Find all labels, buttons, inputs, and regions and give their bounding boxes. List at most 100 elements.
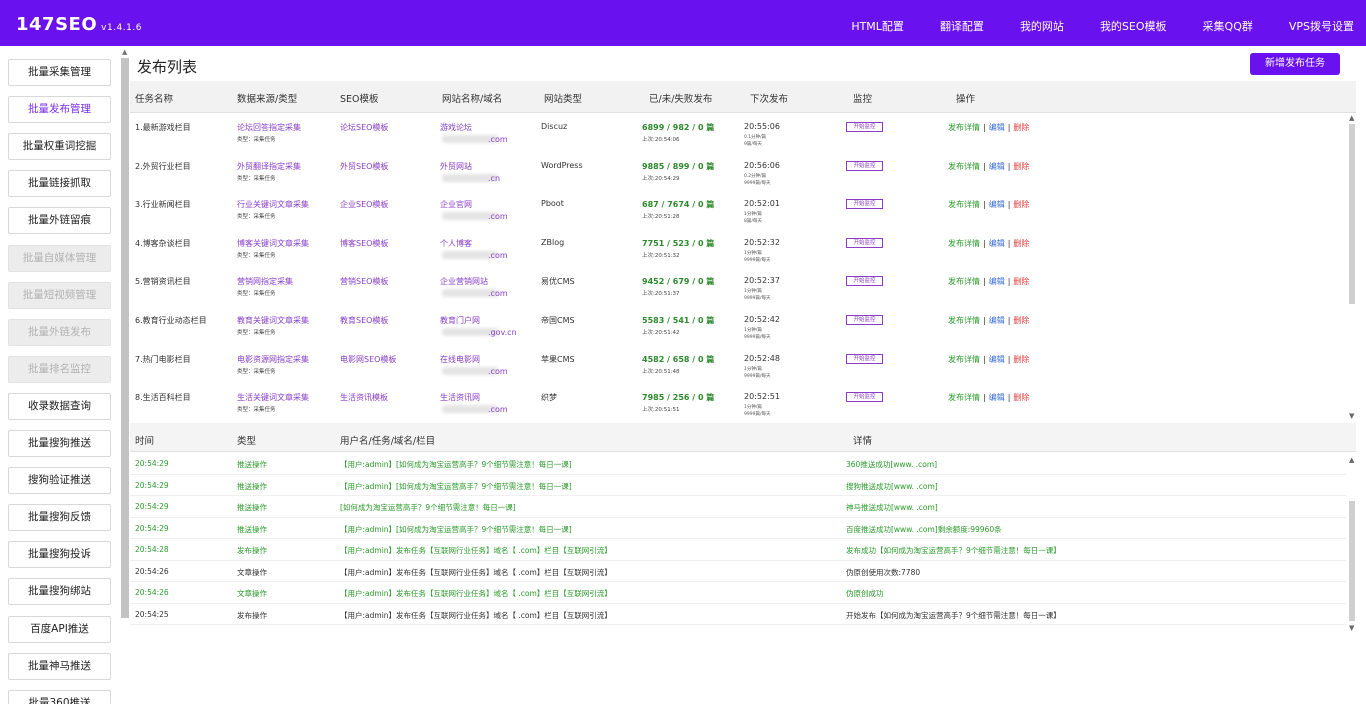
start-monitor-button[interactable]: 开始监控 — [846, 199, 883, 210]
edit-link[interactable]: 编辑 — [988, 277, 1005, 287]
publish-detail-link[interactable]: 发布详情 — [948, 238, 980, 248]
edit-link[interactable]: 编辑 — [988, 161, 1005, 171]
add-publish-task-button[interactable]: 新增发布任务 — [1250, 53, 1340, 75]
delete-link[interactable]: 删除 — [1013, 161, 1030, 171]
sidebar-item[interactable]: 批量360推送 — [8, 689, 111, 704]
edit-link[interactable]: 编辑 — [988, 200, 1005, 210]
sidebar-item[interactable]: 批量权重词挖掘 — [8, 133, 111, 161]
seo-template-link[interactable]: 电影网SEO模板 — [340, 354, 397, 364]
next-publish-time: 20:52:42 — [744, 315, 780, 324]
seo-template-link[interactable]: 外贸SEO模板 — [340, 161, 389, 171]
action-separator: | — [983, 316, 986, 325]
delete-link[interactable]: 删除 — [1013, 277, 1030, 287]
nav-qq-group[interactable]: 采集QQ群 — [1202, 20, 1253, 33]
data-source-link[interactable]: 论坛回答指定采集 — [237, 123, 301, 132]
site-domain[interactable]: .gov.cn — [488, 328, 517, 337]
delete-link[interactable]: 删除 — [1013, 393, 1030, 403]
site-domain[interactable]: .com — [488, 405, 508, 415]
seo-template-link[interactable]: 企业SEO模板 — [340, 200, 389, 210]
publish-daily-limit: 9999篇/每天 — [744, 412, 771, 418]
site-domain[interactable]: .com — [488, 250, 508, 260]
table-scroll-up-icon[interactable]: ▲ — [1349, 114, 1355, 122]
sidebar-item[interactable]: 搜狗验证推送 — [8, 467, 111, 495]
data-source-link[interactable]: 外贸翻译指定采集 — [237, 161, 301, 171]
delete-link[interactable]: 删除 — [1013, 200, 1030, 210]
publish-detail-link[interactable]: 发布详情 — [948, 123, 980, 132]
start-monitor-button[interactable]: 开始监控 — [846, 392, 883, 403]
delete-link[interactable]: 删除 — [1013, 354, 1030, 364]
sidebar-scroll-up-icon[interactable]: ▲ — [122, 48, 128, 56]
edit-link[interactable]: 编辑 — [988, 123, 1005, 132]
publish-detail-link[interactable]: 发布详情 — [948, 161, 980, 171]
publish-counts: 9885 / 899 / 0 篇 — [642, 161, 715, 171]
site-domain[interactable]: .com — [488, 212, 508, 222]
edit-link[interactable]: 编辑 — [988, 354, 1005, 364]
delete-link[interactable]: 删除 — [1013, 316, 1030, 325]
sidebar-item[interactable]: 批量搜狗反馈 — [8, 504, 111, 532]
edit-link[interactable]: 编辑 — [988, 393, 1005, 403]
site-domain[interactable]: .com — [488, 289, 508, 299]
site-domain[interactable]: .cn — [488, 173, 501, 183]
site-name-link[interactable]: 企业营销网站 — [440, 277, 488, 287]
sidebar-item[interactable]: 百度API推送 — [8, 615, 111, 643]
sidebar-item[interactable]: 批量神马推送 — [8, 652, 111, 680]
start-monitor-button[interactable]: 开始监控 — [846, 353, 883, 364]
seo-template-link[interactable]: 生活资讯模板 — [340, 393, 388, 403]
edit-link[interactable]: 编辑 — [988, 316, 1005, 325]
start-monitor-button[interactable]: 开始监控 — [846, 315, 883, 325]
sidebar-item[interactable]: 批量搜狗绑站 — [8, 578, 111, 606]
seo-template-link[interactable]: 营销SEO模板 — [340, 277, 389, 287]
data-source-link[interactable]: 博客关键词文章采集 — [237, 238, 309, 248]
site-name-link[interactable]: 生活资讯网 — [440, 393, 480, 403]
seo-template-link[interactable]: 论坛SEO模板 — [340, 123, 389, 132]
data-source-link[interactable]: 教育关键词文章采集 — [237, 316, 309, 325]
delete-link[interactable]: 删除 — [1013, 123, 1030, 132]
data-source-link[interactable]: 生活关键词文章采集 — [237, 393, 309, 403]
seo-template-link[interactable]: 教育SEO模板 — [340, 316, 389, 325]
sidebar-item[interactable]: 批量搜狗推送 — [8, 430, 111, 457]
data-source-link[interactable]: 营销网指定采集 — [237, 277, 293, 287]
sidebar-item[interactable]: 批量采集管理 — [8, 59, 111, 86]
sidebar-item[interactable]: 批量外链留痕 — [8, 207, 111, 235]
site-name-link[interactable]: 游戏论坛 — [440, 123, 472, 132]
log-scroll-up-icon[interactable]: ▲ — [1349, 456, 1355, 464]
site-name-link[interactable]: 教育门户网 — [440, 316, 480, 325]
site-domain[interactable]: .com — [488, 366, 508, 376]
sidebar-item[interactable]: 收录数据查询 — [8, 392, 111, 420]
start-monitor-button[interactable]: 开始监控 — [846, 160, 883, 171]
seo-template-link[interactable]: 博客SEO模板 — [340, 238, 389, 248]
nav-my-seo-templates[interactable]: 我的SEO模板 — [1099, 20, 1167, 33]
publish-detail-link[interactable]: 发布详情 — [948, 354, 980, 364]
nav-translate-config[interactable]: 翻译配置 — [939, 20, 984, 33]
start-monitor-button[interactable]: 开始监控 — [846, 122, 883, 132]
publish-detail-link[interactable]: 发布详情 — [948, 393, 980, 403]
nav-html-config[interactable]: HTML配置 — [851, 20, 904, 33]
sidebar-item[interactable]: 批量发布管理 — [8, 96, 111, 124]
start-monitor-button[interactable]: 开始监控 — [846, 237, 883, 248]
publish-detail-link[interactable]: 发布详情 — [948, 200, 980, 210]
col-site-type: 网站类型 — [544, 94, 583, 105]
nav-my-sites[interactable]: 我的网站 — [1019, 20, 1064, 33]
publish-detail-link[interactable]: 发布详情 — [948, 316, 980, 325]
data-source-link[interactable]: 行业关键词文章采集 — [237, 200, 309, 210]
site-name-link[interactable]: 外贸网站 — [440, 161, 472, 171]
edit-link[interactable]: 编辑 — [988, 238, 1005, 248]
data-source-link[interactable]: 电影资源网指定采集 — [237, 354, 309, 364]
log-scroll-down-icon[interactable]: ▼ — [1349, 624, 1355, 632]
site-domain[interactable]: .com — [488, 135, 508, 144]
site-name-link[interactable]: 企业官网 — [440, 200, 472, 210]
sidebar-item[interactable]: 批量搜狗投诉 — [8, 541, 111, 569]
log-scrollbar[interactable] — [1349, 501, 1355, 621]
nav-vps-settings[interactable]: VPS拨号设置 — [1288, 20, 1354, 33]
sidebar-scrollbar[interactable] — [121, 58, 129, 618]
table-scroll-down-icon[interactable]: ▼ — [1349, 412, 1355, 420]
site-name-link[interactable]: 个人博客 — [440, 238, 472, 248]
delete-link[interactable]: 删除 — [1013, 238, 1030, 248]
publish-detail-link[interactable]: 发布详情 — [948, 277, 980, 287]
start-monitor-button[interactable]: 开始监控 — [846, 276, 883, 287]
action-separator: | — [1007, 161, 1011, 171]
table-scrollbar[interactable] — [1349, 124, 1355, 304]
sidebar-item[interactable]: 批量链接抓取 — [8, 170, 111, 198]
site-name-link[interactable]: 在线电影网 — [440, 354, 480, 364]
last-publish-time: 上次:20:51:51 — [642, 407, 680, 414]
